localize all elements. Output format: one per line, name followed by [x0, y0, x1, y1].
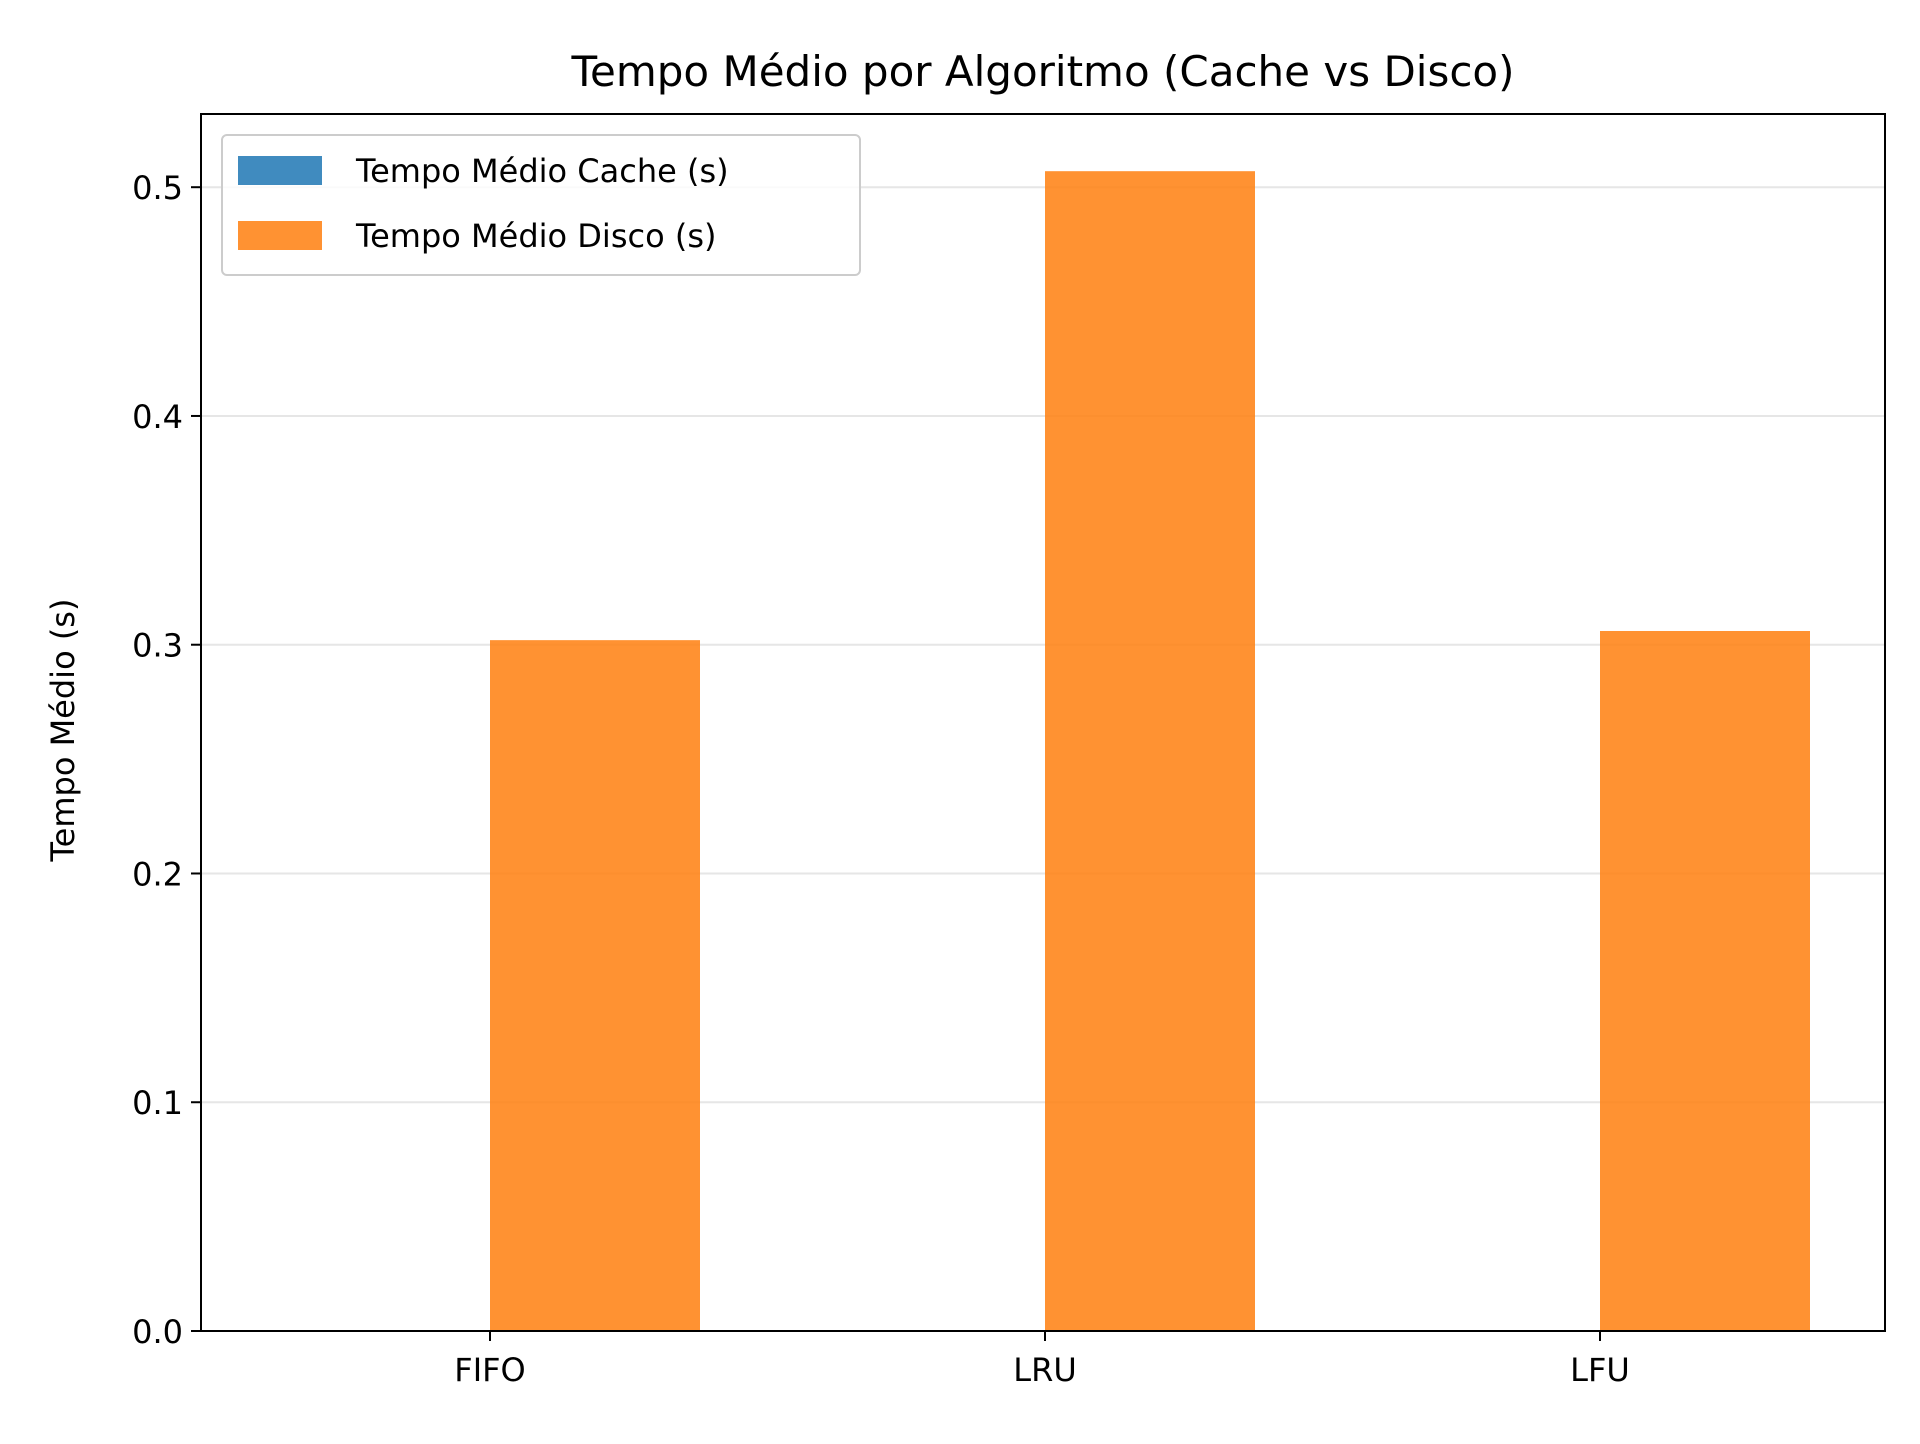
bar-disco-lfu [1600, 630, 1810, 1331]
legend-swatch [238, 221, 322, 250]
x-tick-label: LRU [1013, 1351, 1076, 1389]
x-tick-label: FIFO [454, 1351, 525, 1389]
y-tick-label: 0.5 [132, 169, 183, 207]
plot-frame [200, 113, 1886, 1332]
x-tick-label: LFU [1570, 1351, 1630, 1389]
x-axis-ticks: FIFO LRU LFU [454, 1331, 1630, 1389]
legend-box [221, 134, 861, 276]
legend: Tempo Médio Cache (s) Tempo Médio Disco (… [221, 134, 861, 276]
y-tick-label: 0.3 [132, 627, 183, 665]
bars [490, 171, 1810, 1332]
legend-swatch [238, 156, 322, 185]
chart-title: Tempo Médio por Algoritmo (Cache vs Disc… [570, 47, 1514, 96]
legend-label: Tempo Médio Disco (s) [355, 217, 716, 255]
y-tick-label: 0.0 [132, 1313, 183, 1351]
y-tick-label: 0.4 [132, 398, 183, 436]
y-tick-label: 0.2 [132, 855, 183, 893]
y-tick-label: 0.1 [132, 1084, 183, 1122]
legend-label: Tempo Médio Cache (s) [355, 152, 729, 190]
bar-disco-fifo [490, 640, 700, 1331]
y-axis-ticks: 0.0 0.1 0.2 0.3 0.4 0.5 [132, 169, 201, 1351]
y-axis-label: Tempo Médio (s) [44, 599, 82, 863]
bar-disco-lru [1045, 171, 1255, 1332]
